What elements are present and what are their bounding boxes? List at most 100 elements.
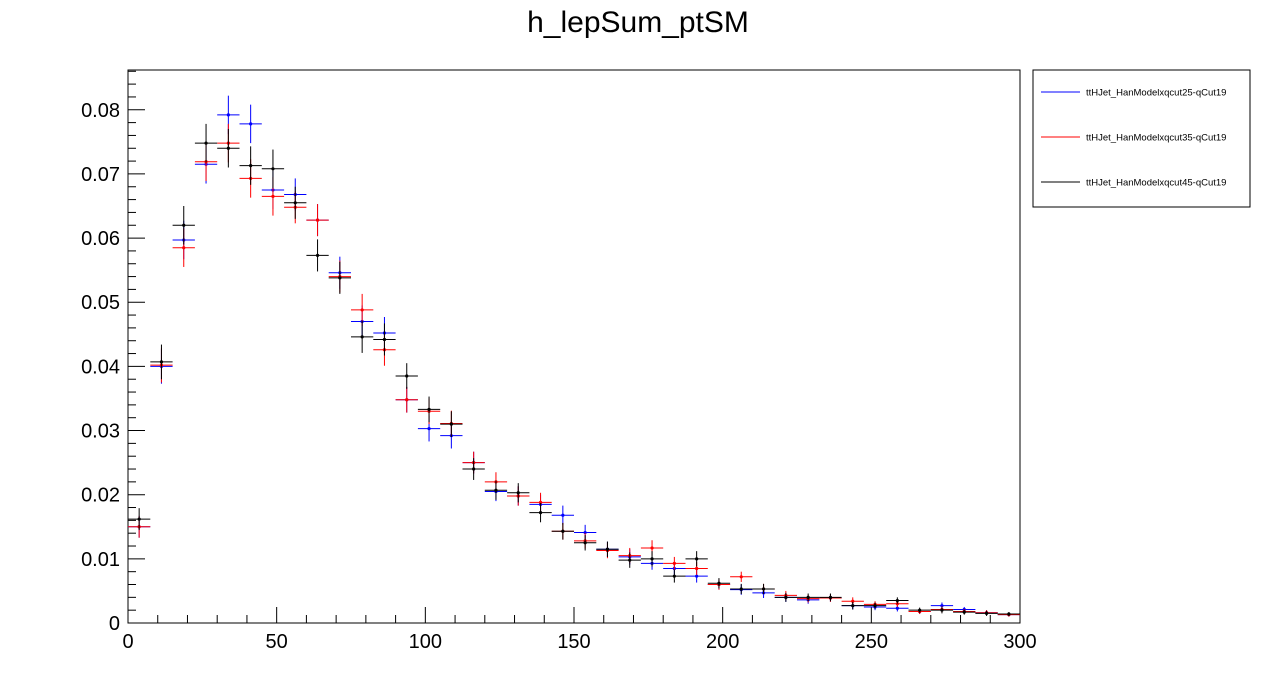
y-tick-label: 0.08 [81,100,120,122]
point-marker [538,511,543,515]
data-point [707,578,731,589]
point-marker [427,427,431,431]
point-marker [828,595,833,599]
point-marker [494,488,498,492]
point-marker [895,602,899,606]
x-tick-label: 150 [557,631,590,653]
y-tick-label: 0.06 [81,228,120,250]
y-tick-label: 0.02 [81,485,120,507]
point-marker [405,398,409,402]
data-point [328,261,351,294]
point-marker [672,574,676,578]
point-marker [1007,612,1011,616]
y-tick-label: 0.01 [81,549,120,571]
point-marker [315,253,320,258]
data-point [529,503,552,523]
point-marker [628,558,632,562]
data-point [730,583,753,595]
data-point [351,293,374,326]
data-point [730,571,753,582]
data-point [752,583,775,595]
data-point [284,186,307,219]
data-point [663,556,686,570]
data-point [239,104,262,144]
y-tick-label: 0.03 [81,421,120,443]
point-marker [427,407,431,411]
point-marker [137,517,141,521]
point-marker [405,374,409,378]
data-point [373,323,396,356]
data-point [395,363,418,389]
data-point [417,396,441,423]
point-marker [249,163,253,168]
point-marker [382,337,387,342]
point-marker [940,608,944,612]
data-point [306,204,329,237]
point-marker [338,276,342,280]
point-marker [249,122,253,126]
point-marker [538,500,543,504]
point-marker [895,598,899,603]
point-marker [583,530,587,535]
y-tick-label: 0.07 [81,164,120,186]
y-tick-label: 0.04 [81,356,120,378]
data-point [774,592,797,602]
plot-frame [127,69,1021,624]
point-marker [204,141,208,145]
point-marker [761,587,766,591]
point-marker [449,422,453,426]
point-marker [583,541,587,545]
data-point [663,569,686,583]
point-marker [271,194,275,198]
data-point [930,606,954,614]
data-point [975,610,998,616]
data-point [484,480,508,500]
data-point [462,458,485,480]
series-1 [128,95,1020,617]
data-point [261,149,285,189]
point-marker [695,566,699,571]
point-marker [895,606,899,610]
data-point [908,607,931,613]
data-point [685,551,708,567]
data-point [172,206,195,245]
data-point [440,411,463,437]
point-marker [226,113,230,117]
x-tick-label: 0 [122,631,133,653]
plot-area-border [127,69,1021,624]
point-marker [182,246,186,250]
chart-title: h_lepSum_ptSM [527,6,749,39]
data-point [797,593,820,602]
point-marker [873,604,877,608]
point-marker [806,595,810,599]
point-marker [962,610,966,614]
data-point [841,601,864,610]
data-point [953,609,976,615]
point-marker [851,604,855,608]
point-marker [226,146,230,150]
point-marker [271,167,275,171]
data-point [351,320,374,353]
point-marker [315,218,320,222]
point-marker [984,611,989,615]
data-point [640,551,664,567]
x-tick-label: 50 [266,631,288,653]
point-marker [739,575,743,579]
point-marker [695,574,699,578]
point-marker [516,491,520,495]
x-tick-label: 250 [855,631,888,653]
point-marker [851,599,855,603]
data-point [551,522,574,540]
point-marker [717,581,721,585]
point-marker [605,547,610,551]
point-marker [940,604,944,608]
data-point [395,386,418,413]
data-point [886,597,909,604]
legend-label: ttHJet_HanModelxqcut25-qCut19 [1086,88,1226,99]
point-marker [650,557,654,561]
data-point [618,552,641,568]
data-point [863,602,887,609]
x-tick-label: 100 [409,631,442,653]
